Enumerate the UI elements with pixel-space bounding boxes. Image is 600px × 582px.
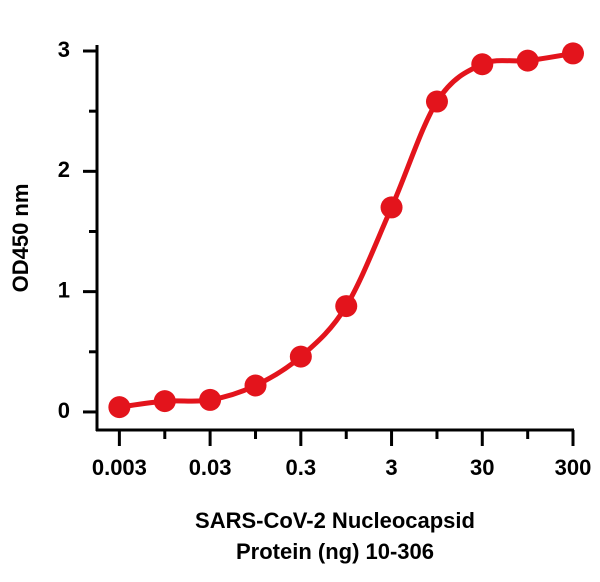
y-tick-label: 2 [58, 157, 70, 182]
x-tick-label: 0.003 [92, 455, 147, 480]
point [153, 390, 176, 413]
point [108, 396, 131, 419]
point [199, 388, 222, 411]
point [289, 345, 312, 368]
point [244, 374, 267, 397]
x-tick-label: 0.3 [286, 455, 317, 480]
point [425, 90, 448, 113]
curve [119, 50, 574, 410]
point [335, 295, 358, 318]
x-axis-label: Protein (ng) 10-306 [236, 539, 434, 564]
x-tick-label: 0.03 [189, 455, 232, 480]
y-axis-label: OD450 nm [8, 184, 33, 293]
x-axis-label: SARS-CoV-2 Nucleocapsid [195, 508, 475, 533]
point [380, 196, 403, 219]
x-tick-label: 3 [385, 455, 397, 480]
y-tick-label: 0 [58, 398, 70, 423]
point [516, 49, 539, 72]
point [471, 53, 494, 76]
y-tick-label: 3 [58, 37, 70, 62]
point [562, 42, 584, 65]
y-tick-label: 1 [58, 277, 70, 302]
x-tick-label: 30 [470, 455, 494, 480]
x-tick-label: 300 [555, 455, 592, 480]
